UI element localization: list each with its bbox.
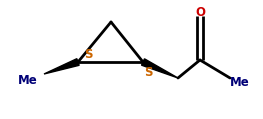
Text: S: S: [144, 65, 152, 79]
Polygon shape: [44, 59, 79, 74]
Text: O: O: [195, 5, 205, 18]
Text: S: S: [84, 47, 92, 60]
Text: Me: Me: [230, 75, 250, 89]
Text: Me: Me: [18, 74, 38, 87]
Polygon shape: [141, 59, 178, 78]
